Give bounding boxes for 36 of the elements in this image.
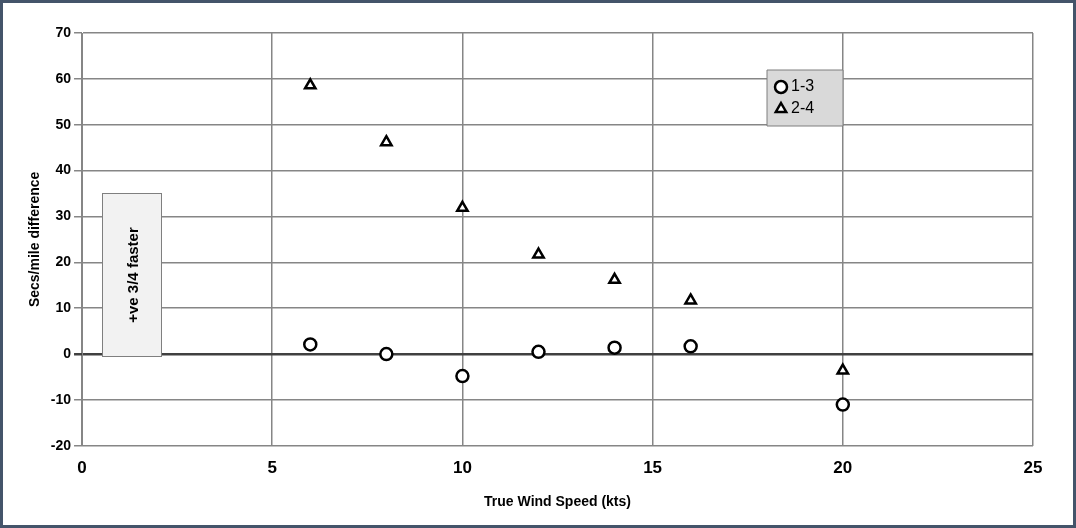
y-tick-label: 10 bbox=[55, 299, 72, 316]
x-tick-label: 5 bbox=[267, 457, 277, 477]
y-tick-label: -10 bbox=[50, 390, 72, 407]
point bbox=[303, 337, 318, 352]
point bbox=[607, 340, 622, 355]
x-tick-label: 25 bbox=[1023, 457, 1043, 477]
point bbox=[836, 363, 850, 375]
x-axis-title: True Wind Speed (kts) bbox=[484, 493, 631, 510]
point bbox=[835, 397, 851, 412]
point bbox=[379, 346, 394, 362]
point bbox=[684, 293, 698, 305]
point bbox=[379, 134, 393, 147]
y-tick-label: 60 bbox=[55, 69, 72, 86]
x-tick-label: 15 bbox=[643, 457, 663, 477]
text-box: +ve 3/4 faster bbox=[102, 193, 163, 358]
y-tick-label: 20 bbox=[55, 253, 72, 270]
point bbox=[455, 368, 470, 384]
legend-label: 1-3 bbox=[791, 77, 815, 95]
y-tick-label: 50 bbox=[55, 115, 72, 132]
annotation: +ve 3/4 faster bbox=[123, 227, 141, 323]
x-tick-label: 10 bbox=[452, 457, 472, 477]
y-tick-label: 30 bbox=[55, 207, 72, 224]
point bbox=[455, 200, 469, 212]
point bbox=[532, 247, 545, 259]
x-tick-label: 0 bbox=[77, 457, 87, 477]
point bbox=[683, 339, 698, 354]
point bbox=[303, 78, 317, 90]
y-tick-label: -20 bbox=[50, 436, 72, 453]
point bbox=[608, 272, 622, 285]
y-tick-label: 0 bbox=[63, 344, 72, 361]
y-axis-title: Secs/mile difference bbox=[26, 171, 43, 308]
legend-label: 2-4 bbox=[791, 99, 815, 117]
y-tick-label: 40 bbox=[55, 161, 72, 178]
x-tick-label: 20 bbox=[833, 457, 853, 477]
point bbox=[531, 344, 546, 360]
y-tick-label: 70 bbox=[55, 23, 72, 40]
